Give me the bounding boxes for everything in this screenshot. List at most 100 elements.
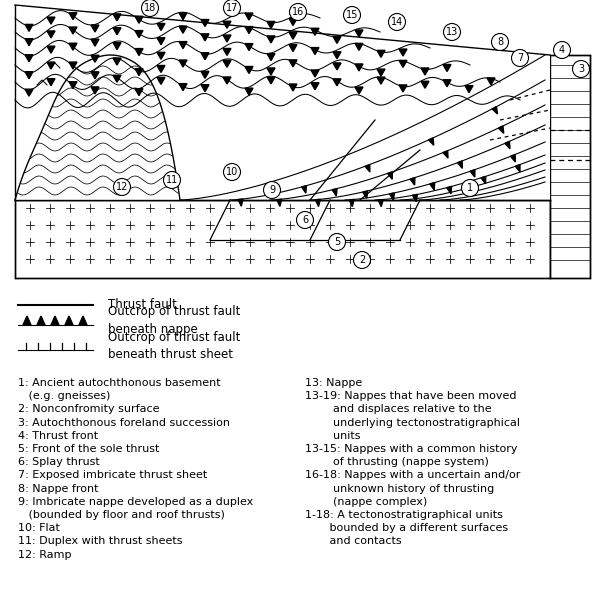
Polygon shape — [223, 60, 231, 67]
Polygon shape — [443, 151, 448, 158]
Polygon shape — [157, 65, 165, 73]
Polygon shape — [499, 126, 504, 133]
Polygon shape — [47, 79, 55, 86]
Polygon shape — [201, 71, 209, 78]
Circle shape — [164, 171, 181, 188]
Circle shape — [264, 182, 281, 198]
Polygon shape — [179, 42, 187, 49]
Circle shape — [290, 4, 307, 20]
Text: unknown history of thrusting: unknown history of thrusting — [305, 484, 494, 493]
Polygon shape — [355, 43, 363, 51]
Polygon shape — [481, 176, 486, 184]
Circle shape — [224, 0, 241, 17]
Polygon shape — [267, 54, 275, 60]
Polygon shape — [550, 55, 590, 278]
Text: 9: Imbricate nappe developed as a duplex: 9: Imbricate nappe developed as a duplex — [18, 496, 253, 507]
Polygon shape — [157, 52, 165, 59]
Polygon shape — [289, 60, 297, 67]
Polygon shape — [47, 46, 55, 53]
Circle shape — [113, 179, 130, 195]
Polygon shape — [492, 107, 498, 114]
Polygon shape — [365, 164, 370, 172]
Polygon shape — [135, 49, 143, 55]
Polygon shape — [179, 84, 187, 91]
Polygon shape — [91, 72, 99, 79]
Polygon shape — [245, 88, 253, 95]
Polygon shape — [113, 14, 121, 21]
Polygon shape — [135, 89, 143, 95]
Text: 11: Duplex with thrust sheets: 11: Duplex with thrust sheets — [18, 537, 182, 546]
Polygon shape — [378, 200, 383, 207]
Polygon shape — [135, 31, 143, 38]
Text: Outcrop of thrust fault
beneath nappe: Outcrop of thrust fault beneath nappe — [108, 306, 241, 336]
Polygon shape — [289, 84, 297, 91]
Polygon shape — [390, 193, 395, 200]
Polygon shape — [25, 55, 33, 62]
Polygon shape — [15, 5, 550, 200]
Polygon shape — [238, 199, 243, 206]
Polygon shape — [47, 31, 55, 38]
Polygon shape — [332, 188, 337, 196]
Polygon shape — [443, 65, 451, 71]
Polygon shape — [179, 13, 187, 20]
Circle shape — [491, 33, 508, 51]
Polygon shape — [245, 26, 253, 33]
Text: of thrusting (nappe system): of thrusting (nappe system) — [305, 457, 489, 467]
Polygon shape — [201, 20, 209, 26]
Polygon shape — [91, 55, 99, 62]
Polygon shape — [47, 17, 55, 24]
Polygon shape — [363, 191, 368, 198]
Polygon shape — [201, 53, 209, 60]
Text: 4: Thrust front: 4: Thrust front — [18, 431, 98, 441]
Text: 3: 3 — [578, 64, 584, 74]
Text: 3: Autochthonous foreland succession: 3: Autochthonous foreland succession — [18, 418, 230, 428]
Polygon shape — [267, 68, 275, 75]
Polygon shape — [223, 49, 231, 55]
Text: 7: 7 — [517, 53, 523, 63]
Polygon shape — [37, 316, 45, 325]
Polygon shape — [51, 316, 59, 325]
Polygon shape — [399, 49, 407, 56]
Circle shape — [328, 233, 345, 251]
Polygon shape — [333, 79, 341, 86]
Polygon shape — [315, 200, 321, 206]
Text: 6: 6 — [302, 215, 308, 225]
Text: and displaces relative to the: and displaces relative to the — [305, 404, 491, 415]
Polygon shape — [421, 68, 429, 75]
Polygon shape — [15, 55, 180, 200]
Text: and contacts: and contacts — [305, 537, 402, 546]
Polygon shape — [91, 87, 99, 94]
Text: 18: 18 — [144, 3, 156, 13]
Polygon shape — [333, 52, 341, 59]
Polygon shape — [69, 13, 77, 20]
Text: 5: 5 — [334, 237, 340, 247]
Polygon shape — [355, 64, 363, 71]
Polygon shape — [223, 35, 231, 42]
Circle shape — [296, 211, 313, 229]
Circle shape — [344, 7, 361, 23]
Polygon shape — [458, 161, 462, 168]
Polygon shape — [135, 68, 143, 76]
Text: 13: 13 — [446, 27, 458, 37]
Text: 13: Nappe: 13: Nappe — [305, 378, 362, 388]
Text: bounded by a different surfaces: bounded by a different surfaces — [305, 523, 508, 533]
Text: 10: Flat: 10: Flat — [18, 523, 60, 533]
Text: 6: Splay thrust: 6: Splay thrust — [18, 457, 100, 467]
Polygon shape — [430, 182, 435, 190]
Polygon shape — [377, 69, 385, 76]
Polygon shape — [91, 39, 99, 46]
Polygon shape — [470, 169, 475, 177]
Polygon shape — [377, 77, 385, 84]
Polygon shape — [289, 32, 297, 39]
Polygon shape — [515, 164, 520, 172]
Polygon shape — [510, 155, 515, 162]
Polygon shape — [69, 62, 77, 69]
Polygon shape — [135, 16, 143, 23]
Text: 9: 9 — [269, 185, 275, 195]
Polygon shape — [399, 60, 407, 67]
Polygon shape — [388, 172, 392, 179]
Polygon shape — [505, 141, 510, 149]
Text: 16: 16 — [292, 7, 304, 17]
Polygon shape — [157, 38, 165, 45]
Polygon shape — [333, 36, 341, 43]
